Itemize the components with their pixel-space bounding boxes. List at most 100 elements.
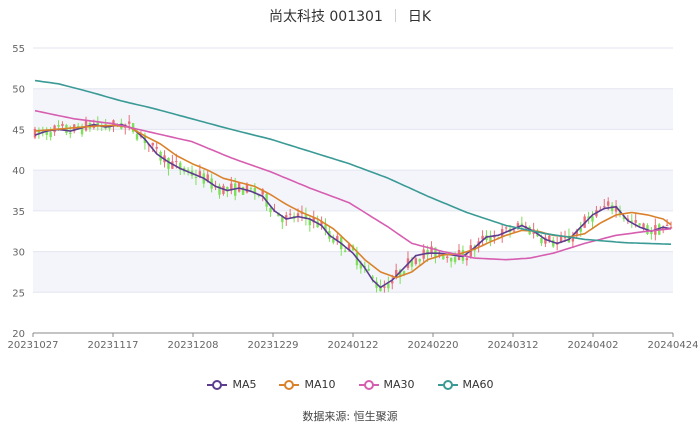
candle-body: [438, 254, 441, 256]
candle-body: [237, 182, 241, 192]
candle-body: [512, 230, 516, 232]
candle-body: [540, 238, 543, 244]
candle-body: [579, 227, 582, 232]
candle-body: [630, 220, 633, 222]
candle-body: [418, 259, 421, 262]
legend-item-ma5[interactable]: MA5: [206, 378, 256, 391]
candle-body: [45, 129, 48, 135]
candle-body: [398, 269, 402, 277]
candle-body: [516, 223, 520, 229]
candle-body: [127, 121, 131, 124]
candle-body: [312, 217, 315, 223]
candle-body: [261, 189, 264, 195]
legend-label: MA30: [383, 378, 415, 391]
candle-body: [49, 132, 52, 138]
x-tick-label: 20231117: [88, 340, 139, 351]
candle-body: [387, 283, 390, 289]
candle-body: [155, 146, 158, 149]
candle-body: [402, 271, 406, 275]
candle-body: [552, 240, 555, 247]
grid-band: [33, 170, 673, 211]
legend-label: MA60: [462, 378, 494, 391]
legend-item-ma60[interactable]: MA60: [437, 378, 494, 391]
y-tick-label: 45: [12, 125, 25, 136]
y-tick-label: 55: [12, 44, 25, 55]
candle-body: [194, 176, 198, 178]
candle-body: [571, 238, 575, 242]
candle-body: [610, 205, 614, 212]
candle-body: [504, 227, 508, 229]
x-tick-label: 20231027: [8, 340, 59, 351]
y-tick-label: 50: [12, 85, 25, 96]
legend-item-ma30[interactable]: MA30: [358, 378, 415, 391]
candle-body: [269, 207, 272, 213]
candle-body: [241, 187, 245, 195]
legend-label: MA10: [304, 378, 336, 391]
candlestick-chart: 20 25 30 35 40 45 50 55 20231027 20231117 20231208…: [8, 44, 699, 351]
legend-marker-icon: [437, 379, 458, 390]
candle-body: [316, 221, 319, 228]
candle-body: [296, 213, 300, 218]
x-tick-label: 20231229: [248, 340, 299, 351]
candle-body: [375, 281, 378, 288]
candle-body: [253, 188, 257, 195]
candle-body: [249, 188, 253, 190]
candle-body: [332, 238, 335, 243]
candle-body: [230, 183, 233, 190]
candle-body: [367, 268, 370, 271]
grid-band: [33, 88, 673, 130]
candle-body: [206, 174, 209, 182]
candle-body: [37, 129, 41, 134]
candle-body: [453, 257, 457, 263]
candle-body: [281, 216, 284, 223]
candle-body: [394, 270, 398, 278]
candle-body: [563, 237, 567, 239]
candle-body: [324, 224, 327, 232]
candle-body: [288, 213, 292, 215]
x-tick-label: 20240424: [648, 340, 699, 351]
candle-body: [481, 235, 484, 240]
candle-body: [430, 246, 433, 253]
candle-body: [336, 235, 339, 240]
title-separator: [394, 9, 396, 22]
y-tick-label: 25: [12, 288, 25, 299]
candle-body: [61, 123, 64, 126]
candle-body: [363, 265, 366, 268]
candle-body: [359, 263, 363, 269]
candle-body: [108, 127, 111, 129]
period-label: 日K: [407, 9, 432, 25]
candle-body: [383, 286, 386, 288]
candle-body: [520, 223, 524, 225]
ma60-line: [34, 79, 672, 245]
candle-body: [446, 256, 449, 258]
candle-body: [371, 276, 374, 279]
candle-body: [661, 227, 665, 230]
candle-body: [80, 126, 84, 135]
candle-body: [634, 220, 637, 223]
candle-body: [226, 186, 229, 192]
candle-body: [347, 244, 351, 251]
candle-body: [544, 237, 547, 244]
candle-body: [245, 183, 249, 193]
candle-body: [669, 227, 673, 229]
candle-body: [218, 185, 221, 195]
candle-body: [614, 205, 618, 212]
candle-body: [642, 223, 645, 229]
grid-band: [33, 251, 673, 293]
candle-body: [198, 171, 202, 177]
candle-body: [603, 206, 606, 208]
candle-body: [607, 201, 610, 206]
candle-body: [379, 286, 382, 292]
chart-title: 尚太科技 001301 日K: [0, 6, 700, 26]
candle-body: [96, 122, 99, 126]
legend: MA5 MA10 MA30 MA60: [0, 378, 700, 391]
candle-body: [559, 236, 563, 243]
legend-item-ma10[interactable]: MA10: [278, 378, 336, 391]
legend-marker-icon: [358, 379, 379, 390]
candle-body: [343, 250, 347, 253]
candle-body: [442, 254, 445, 260]
candle-body: [304, 214, 308, 219]
candle-body: [638, 223, 641, 226]
candle-body: [587, 216, 590, 219]
candle-body: [391, 281, 394, 284]
